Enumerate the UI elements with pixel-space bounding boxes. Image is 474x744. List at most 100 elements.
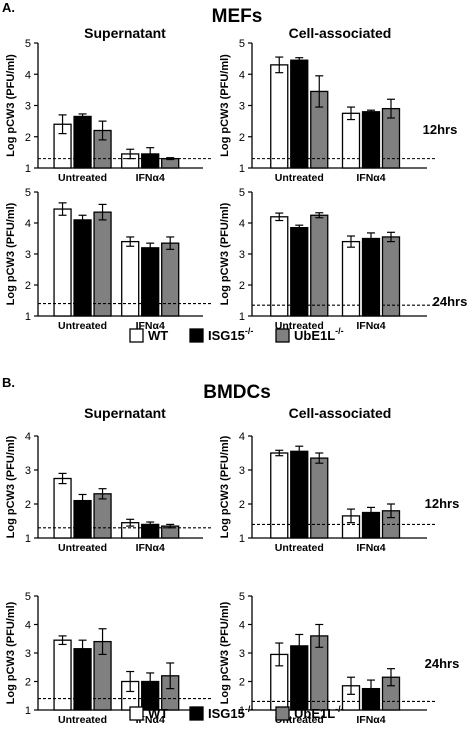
panel-b-title: BMDCs bbox=[203, 382, 271, 403]
chart-a-12hrs-cell-y-tick-label: 5 bbox=[239, 38, 245, 50]
legend-label: UbE1L-/- bbox=[294, 704, 344, 721]
chart-b-12hrs-cell-y-tick-label: 2 bbox=[239, 499, 245, 511]
panel-a-letter: A. bbox=[2, 0, 15, 15]
chart-b-24hrs-cell-y-tick-label: 1 bbox=[239, 705, 245, 717]
chart-a-12hrs-cell-y-label: Log pCW3 (PFU/ml) bbox=[219, 54, 231, 157]
chart-a-24hrs-cell-bar-untreated-isg15 bbox=[290, 226, 309, 317]
chart-a-24hrs-sup-y-tick-label: 2 bbox=[25, 280, 31, 292]
chart-b-24hrs-cell-y-label: Log pCW3 (PFU/ml) bbox=[219, 601, 231, 704]
chart-b-12hrs-sup: 1 2 3 4 Log pCW3 (PFU/ml) Untreated IFNα4 bbox=[5, 431, 211, 554]
chart-a-12hrs-sup-y-tick-label: 2 bbox=[25, 132, 31, 144]
chart-b-24hrs-sup-y-tick-label: 2 bbox=[25, 677, 31, 689]
legend-label: ISG15-/- bbox=[208, 326, 253, 343]
panel-a-row-label-24hrs: 24hrs bbox=[433, 294, 468, 309]
chart-b-12hrs-sup-y-tick-label: 1 bbox=[25, 533, 31, 545]
chart-a-24hrs-sup-bar-untreated-wt bbox=[53, 208, 72, 317]
chart-b-12hrs-sup-bar-untreated-wt bbox=[53, 477, 72, 539]
chart-b-24hrs-sup-y-tick-label: 1 bbox=[25, 705, 31, 717]
legend-label: WT bbox=[148, 706, 168, 721]
chart-b-12hrs-sup-y-tick-label: 3 bbox=[25, 465, 31, 477]
chart-b-12hrs-sup-bar-untreated-ube1l bbox=[93, 493, 112, 539]
chart-a-12hrs-cell-y-tick-label: 1 bbox=[239, 163, 245, 175]
chart-a-24hrs-sup-y-label: Log pCW3 (PFU/ml) bbox=[5, 202, 17, 305]
chart-b-12hrs-cell-x-tick-label: Untreated bbox=[275, 542, 324, 554]
panel-a-col-title-supernatant: Supernatant bbox=[84, 25, 166, 41]
chart-b-24hrs-sup-bar-untreated-isg15 bbox=[73, 648, 92, 711]
panel-b-col-title-supernatant: Supernatant bbox=[84, 405, 166, 421]
chart-a-12hrs-sup-x-tick-label: IFNα4 bbox=[136, 172, 165, 184]
chart-b-24hrs-sup-bar-untreated-wt bbox=[53, 639, 72, 711]
chart-a-12hrs-cell-bar-ifn-isg15 bbox=[361, 111, 381, 169]
chart-a-24hrs-cell-y-tick-label: 1 bbox=[239, 311, 245, 323]
legend-label: WT bbox=[148, 328, 168, 343]
chart-b-12hrs-cell-x-tick-label: IFNα4 bbox=[356, 542, 385, 554]
chart-a-12hrs-sup-x-tick-label: Untreated bbox=[58, 172, 107, 184]
chart-a-24hrs-cell-y-tick-label: 3 bbox=[239, 249, 245, 261]
chart-b-12hrs-sup-y-label: Log pCW3 (PFU/ml) bbox=[5, 435, 17, 538]
legend-swatch bbox=[129, 328, 144, 343]
chart-a-12hrs-sup-y-label: Log pCW3 (PFU/ml) bbox=[5, 54, 17, 157]
chart-b-12hrs-cell-bar-untreated-ube1l bbox=[310, 457, 329, 539]
legend-swatch bbox=[189, 706, 204, 721]
chart-b-12hrs-sup-x-tick-label: IFNα4 bbox=[136, 542, 165, 554]
chart-a-24hrs-sup-y-tick-label: 1 bbox=[25, 311, 31, 323]
chart-b-24hrs-sup-y-label: Log pCW3 (PFU/ml) bbox=[5, 601, 17, 704]
legend-panel-a: WT ISG15-/- UbE1L-/- bbox=[129, 326, 344, 343]
panel-a-title: MEFs bbox=[212, 6, 263, 27]
chart-b-12hrs-cell-y-tick-label: 1 bbox=[239, 533, 245, 545]
legend-swatch bbox=[189, 328, 204, 343]
chart-a-24hrs-cell-bar-untreated-wt bbox=[270, 216, 289, 317]
panel-b-letter: B. bbox=[2, 375, 15, 390]
chart-a-24hrs-cell-bar-ifn-wt bbox=[341, 240, 361, 317]
chart-b-12hrs-sup-x-tick-label: Untreated bbox=[58, 542, 107, 554]
chart-b-24hrs-sup-y-tick-label: 3 bbox=[25, 648, 31, 660]
panel-a-row-label-12hrs: 12hrs bbox=[423, 122, 458, 137]
chart-a-12hrs-cell: 1 2 3 4 5 Log pCW3 (PFU/ml) Untreated IFNα4 bbox=[219, 38, 435, 184]
chart-b-24hrs-cell-y-tick-label: 2 bbox=[239, 677, 245, 689]
chart-a-24hrs-cell-y-tick-label: 5 bbox=[239, 187, 245, 199]
chart-a-24hrs-cell-y-tick-label: 2 bbox=[239, 280, 245, 292]
chart-a-12hrs-cell-y-tick-label: 4 bbox=[239, 69, 245, 81]
legend-swatch bbox=[275, 328, 290, 343]
legend-swatch bbox=[275, 706, 290, 721]
chart-b-12hrs-cell-bar-untreated-wt bbox=[270, 452, 289, 539]
chart-a-12hrs-sup-y-tick-label: 3 bbox=[25, 101, 31, 113]
panel-b-row-label-12hrs: 12hrs bbox=[425, 496, 460, 511]
chart-b-24hrs-sup-y-tick-label: 4 bbox=[25, 620, 31, 632]
chart-b-12hrs-cell-bar-untreated-isg15 bbox=[290, 450, 309, 539]
chart-a-24hrs-sup-bar-untreated-ube1l bbox=[93, 211, 112, 317]
legend-panel-b: WT ISG15-/- UbE1L-/- bbox=[129, 704, 344, 721]
chart-a-24hrs-cell-y-label: Log pCW3 (PFU/ml) bbox=[219, 202, 231, 305]
chart-a-24hrs-sup-bar-untreated-isg15 bbox=[73, 219, 92, 317]
chart-a-12hrs-cell-y-tick-label: 3 bbox=[239, 101, 245, 113]
chart-b-24hrs-cell-x-tick-label: IFNα4 bbox=[356, 714, 385, 726]
chart-a-24hrs-sup-y-tick-label: 4 bbox=[25, 218, 31, 230]
chart-b-12hrs-cell-y-tick-label: 4 bbox=[239, 431, 245, 443]
chart-a-12hrs-sup-y-tick-label: 4 bbox=[25, 69, 31, 81]
chart-a-24hrs-sup-bar-ifn-wt bbox=[121, 240, 140, 317]
chart-a-24hrs-cell-x-tick-label: IFNα4 bbox=[356, 320, 385, 332]
chart-a-12hrs-cell-bar-ifn-wt bbox=[341, 112, 361, 169]
chart-b-12hrs-cell-y-label: Log pCW3 (PFU/ml) bbox=[219, 435, 231, 538]
chart-a-24hrs-cell-bar-ifn-ube1l bbox=[381, 236, 401, 317]
chart-b-12hrs-sup-y-tick-label: 2 bbox=[25, 499, 31, 511]
chart-a-12hrs-cell-x-tick-label: Untreated bbox=[275, 172, 324, 184]
chart-a-24hrs-sup-y-tick-label: 5 bbox=[25, 187, 31, 199]
chart-b-12hrs-cell-y-tick-label: 3 bbox=[239, 465, 245, 477]
chart-a-12hrs-cell-y-tick-label: 2 bbox=[239, 132, 245, 144]
chart-a-12hrs-sup-y-tick-label: 1 bbox=[25, 163, 31, 175]
legends-layer: WT ISG15-/- UbE1L-/- WT ISG15-/- UbE1L-/- bbox=[129, 326, 344, 721]
legend-swatch bbox=[129, 706, 144, 721]
chart-a-24hrs-cell-bar-untreated-ube1l bbox=[310, 214, 329, 317]
chart-a-24hrs-sup-y-tick-label: 3 bbox=[25, 249, 31, 261]
chart-b-24hrs-cell-y-tick-label: 3 bbox=[239, 648, 245, 660]
panel-a-col-title-cell-associated: Cell-associated bbox=[289, 25, 392, 41]
chart-a-12hrs-cell-x-tick-label: IFNα4 bbox=[356, 172, 385, 184]
chart-a-24hrs-sup-bar-ifn-isg15 bbox=[141, 247, 160, 317]
